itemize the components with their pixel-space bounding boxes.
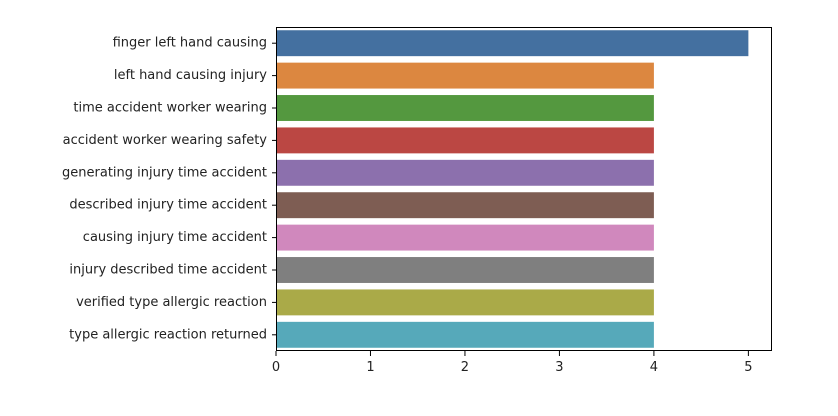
bar: [276, 321, 654, 348]
bar: [276, 192, 654, 219]
category-labels: finger left hand causing left hand causin…: [62, 36, 276, 342]
category-label: time accident worker wearing: [73, 101, 267, 116]
bar: [276, 289, 654, 316]
bar: [276, 159, 654, 186]
x-tick-label: 0: [272, 360, 280, 375]
bar: [276, 95, 654, 121]
x-tick-label: 1: [366, 360, 374, 375]
bar: [276, 257, 654, 283]
category-label: described injury time accident: [69, 198, 267, 213]
x-tick-label: 4: [650, 360, 658, 375]
category-label: type allergic reaction returned: [69, 327, 267, 342]
bar: [276, 62, 654, 89]
x-tick-label: 5: [744, 360, 752, 375]
bar: [276, 224, 654, 251]
category-label: causing injury time accident: [83, 230, 267, 245]
category-label: generating injury time accident: [62, 165, 267, 180]
x-tick-label: 2: [461, 360, 469, 375]
category-label: accident worker wearing safety: [63, 133, 268, 148]
category-label: left hand causing injury: [114, 68, 267, 83]
bar: [276, 127, 654, 154]
bars-group: [276, 30, 749, 348]
category-label: injury described time accident: [69, 263, 267, 278]
category-label: verified type allergic reaction: [76, 295, 267, 310]
bar: [276, 30, 749, 57]
plot-frame: [276, 27, 772, 351]
category-label: finger left hand causing: [113, 36, 267, 51]
x-tick-label: 3: [555, 360, 563, 375]
x-axis: 0 1 2 3 4 5: [272, 351, 753, 375]
